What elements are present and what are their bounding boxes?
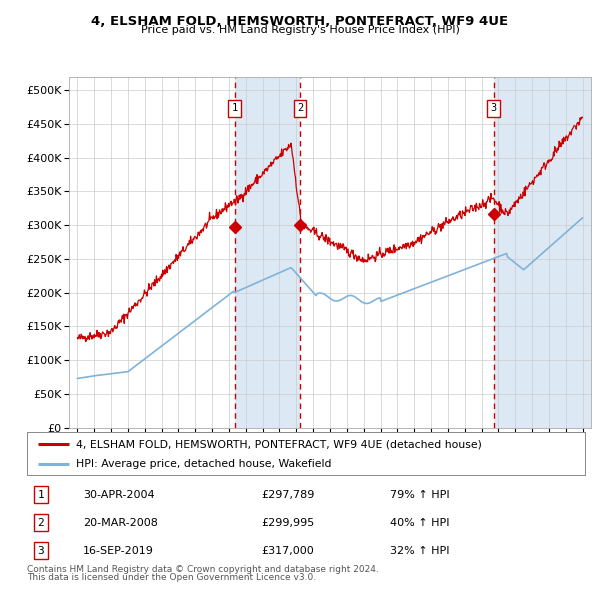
Text: 32% ↑ HPI: 32% ↑ HPI (390, 546, 449, 556)
Text: 20-MAR-2008: 20-MAR-2008 (83, 518, 158, 527)
Text: £299,995: £299,995 (262, 518, 314, 527)
Text: 3: 3 (490, 103, 497, 113)
Text: Contains HM Land Registry data © Crown copyright and database right 2024.: Contains HM Land Registry data © Crown c… (27, 565, 379, 574)
Text: £317,000: £317,000 (262, 546, 314, 556)
Text: 2: 2 (297, 103, 303, 113)
Text: 1: 1 (232, 103, 238, 113)
Bar (235, 77, 300, 428)
Text: 40% ↑ HPI: 40% ↑ HPI (390, 518, 449, 527)
Text: 4, ELSHAM FOLD, HEMSWORTH, PONTEFRACT, WF9 4UE: 4, ELSHAM FOLD, HEMSWORTH, PONTEFRACT, W… (91, 15, 509, 28)
Text: 30-APR-2004: 30-APR-2004 (83, 490, 154, 500)
Text: This data is licensed under the Open Government Licence v3.0.: This data is licensed under the Open Gov… (27, 573, 316, 582)
Text: 3: 3 (38, 546, 44, 556)
Text: £297,789: £297,789 (262, 490, 315, 500)
Text: 1: 1 (38, 490, 44, 500)
Bar (494, 77, 591, 428)
Text: 79% ↑ HPI: 79% ↑ HPI (390, 490, 449, 500)
Text: 2: 2 (38, 518, 44, 527)
Text: 4, ELSHAM FOLD, HEMSWORTH, PONTEFRACT, WF9 4UE (detached house): 4, ELSHAM FOLD, HEMSWORTH, PONTEFRACT, W… (76, 440, 482, 450)
Text: HPI: Average price, detached house, Wakefield: HPI: Average price, detached house, Wake… (76, 460, 332, 469)
Text: 16-SEP-2019: 16-SEP-2019 (83, 546, 154, 556)
Text: Price paid vs. HM Land Registry's House Price Index (HPI): Price paid vs. HM Land Registry's House … (140, 25, 460, 35)
